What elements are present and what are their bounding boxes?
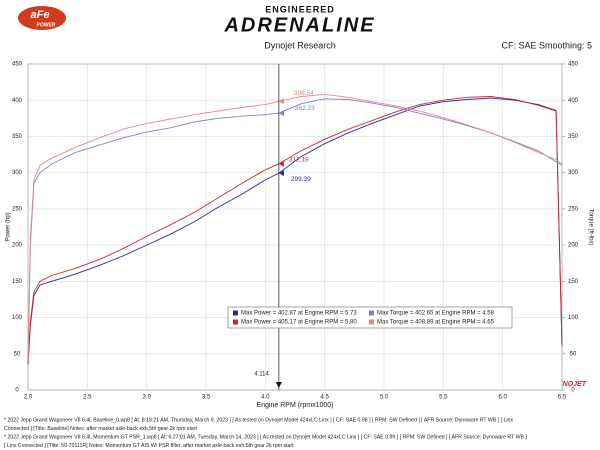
y2-tick-label: 400 [568,98,579,104]
y2-tick-label: 250 [568,206,579,212]
y-tick-label: 100 [12,315,23,321]
y2-tick-label: 150 [568,279,579,285]
y-tick-label: 400 [12,98,23,104]
y2-tick-label: 450 [568,62,579,68]
cursor-marker [278,170,284,177]
legend-swatch [369,319,374,325]
legend-label: Max Power = 402.87 at Engine RPM = 5.73 [241,311,357,317]
footer-line: * 2022 Jepp Grand Wagoneer V8 6.4L Momen… [4,434,527,440]
y-tick-label: 0 [15,388,19,394]
x-axis-label: Engine RPM (rpmx1000) [256,402,333,409]
y2-tick-label: 100 [568,315,579,321]
cursor-marker [278,160,284,167]
plot-area [27,63,563,391]
footer-line: Connected ] [Title: Baseline] Notes: aft… [4,426,198,432]
y2-tick-label: 350 [568,134,579,140]
cursor-marker [278,110,284,117]
brand: aFe [31,9,50,21]
value-label: 299.39 [291,176,311,183]
y-tick-label: 150 [12,279,23,285]
legend-swatch [233,310,238,316]
legend-label: Max Power = 405.17 at Engine RPM = 5.80 [241,320,357,326]
value-label: 382.23 [295,105,315,112]
y-tick-label: 200 [12,243,23,249]
y2-tick-label: 0 [571,388,575,394]
legend-box [227,306,513,329]
chart-title: Dynojet Research [264,40,336,50]
y2-tick-label: 50 [570,351,577,357]
value-label: 312.18 [289,157,309,164]
y-axis-label: Power (hp) [6,212,12,241]
x-tick-label: 5.5 [439,395,448,401]
y-tick-label: 300 [12,170,23,176]
legend-swatch [369,310,374,316]
series-line [27,96,563,365]
y-tick-label: 350 [12,134,23,140]
x-tick-label: 4.5 [320,395,329,401]
x-tick-label: 5.0 [380,395,389,401]
series-line [27,97,563,365]
cursor-label: 4.114 [254,372,269,378]
brand-sub: POWER [37,22,56,28]
footer-line: [ Linx Connected ] [Title: 50-70111R] No… [4,443,294,449]
y2-tick-label: 300 [568,170,579,176]
footer-line: * 2022 Jepp Grand Wagoneer V8 6.4L Basel… [4,417,513,423]
x-tick-label: 4.0 [261,395,270,401]
x-tick-label: 2.5 [83,395,92,401]
legend-label: Max Torque = 402.65 at Engine RPM = 4.58 [377,311,495,317]
series-line [27,93,563,362]
y-tick-label: 50 [14,351,21,357]
product: ADRENALINE [223,14,375,36]
y-tick-label: 450 [12,62,23,68]
x-tick-label: 2.0 [24,395,33,401]
dynojet-logo: DYNOJET [553,381,587,388]
legend-label: Max Torque = 408.89 at Engine RPM = 4.65 [377,320,495,326]
footer: * 2022 Jepp Grand Wagoneer V8 6.4L Basel… [4,417,527,449]
value-label: 398.54 [294,90,314,97]
x-tick-label: 3.0 [142,395,151,401]
x-tick-label: 3.5 [202,395,211,401]
brand-badge [18,6,66,30]
x-tick-label: 6.5 [558,395,567,401]
y2-axis-label: Torque (ft-lbs) [587,208,593,245]
y2-tick-label: 200 [568,243,579,249]
chart-subtitle: CF: SAE Smoothing: 5 [501,40,592,50]
x-tick-label: 6.0 [498,395,507,401]
legend-swatch [233,319,238,325]
y-tick-label: 250 [12,206,23,212]
tagline: ENGINEERED [265,4,335,14]
cursor-arrow [275,382,282,388]
cursor-marker [278,98,284,105]
